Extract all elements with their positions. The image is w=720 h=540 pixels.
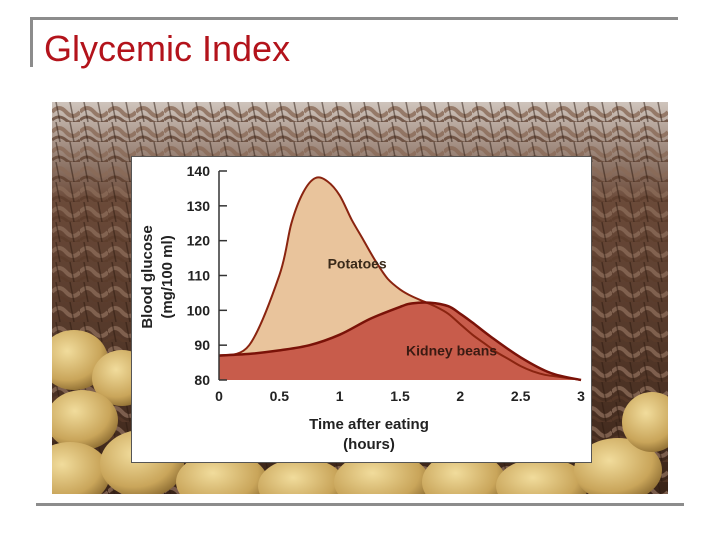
- x-tick-label: 3: [577, 388, 585, 404]
- slide-frame-bottom: [36, 503, 684, 506]
- x-tick-label: 0: [215, 388, 223, 404]
- y-tick-label: 110: [187, 268, 210, 284]
- series-label-potatoes: Potatoes: [328, 256, 387, 272]
- series-area-kidney-beans: [219, 302, 581, 380]
- y-tick-label: 90: [194, 337, 210, 353]
- x-axis-label-line1: Time after eating: [309, 416, 429, 433]
- y-tick-label: 130: [187, 198, 211, 214]
- x-tick-label: 1.5: [390, 388, 410, 404]
- slide-title: Glycemic Index: [44, 28, 291, 69]
- y-tick-label: 80: [194, 372, 210, 388]
- series-line-potatoes: [218, 176, 582, 381]
- x-tick-label: 0.5: [270, 388, 290, 404]
- series-area-potatoes: [219, 177, 581, 380]
- y-tick-label: 100: [187, 302, 211, 318]
- slide-frame-left: [30, 17, 33, 67]
- x-axis-ticks: 0 0.5 1 1.5 2 2.5 3: [215, 388, 585, 404]
- series-label-kidney-beans: Kidney beans: [406, 343, 497, 359]
- y-tick-label: 120: [187, 233, 211, 249]
- y-axis-ticks: 80 90 100 110 120 130 140: [187, 163, 227, 388]
- x-axis-label-line2: (hours): [343, 436, 395, 453]
- series-line-kidney-beans: [218, 301, 582, 382]
- x-tick-label: 1: [336, 388, 344, 404]
- y-axis-label-line1: Blood glucose: [139, 225, 156, 328]
- x-tick-label: 2: [456, 388, 464, 404]
- chart-panel: 80 90 100 110 120 130 140 0 0.5 1 1.5 2 2.5 3 Potato…: [131, 156, 592, 463]
- y-tick-label: 140: [187, 163, 211, 179]
- glycemic-chart: 80 90 100 110 120 130 140 0 0.5 1 1.5 2 2.5 3 Potato…: [139, 163, 585, 453]
- y-axis-label-line2: (mg/100 ml): [159, 235, 176, 318]
- slide-frame-top: [30, 17, 678, 20]
- x-tick-label: 2.5: [511, 388, 531, 404]
